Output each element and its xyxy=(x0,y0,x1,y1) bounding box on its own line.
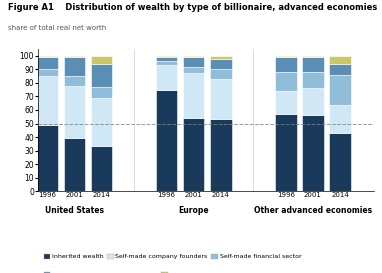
Bar xyxy=(275,91,297,114)
Bar xyxy=(36,76,58,125)
Bar xyxy=(302,115,324,191)
Bar xyxy=(210,79,231,120)
Bar xyxy=(36,57,58,69)
Bar xyxy=(329,133,351,191)
Bar xyxy=(302,57,324,72)
Bar xyxy=(210,56,231,59)
Bar xyxy=(329,56,351,64)
Bar xyxy=(63,76,85,86)
Bar xyxy=(183,56,204,57)
Bar xyxy=(275,114,297,191)
Bar xyxy=(275,57,297,72)
Bar xyxy=(63,138,85,191)
Bar xyxy=(91,147,112,191)
Bar xyxy=(63,86,85,138)
Bar xyxy=(329,105,351,133)
Bar xyxy=(183,57,204,67)
Bar xyxy=(302,56,324,57)
Bar xyxy=(210,120,231,191)
Bar xyxy=(210,69,231,79)
Bar xyxy=(275,72,297,91)
Bar xyxy=(302,72,324,88)
Bar xyxy=(156,90,177,191)
Bar xyxy=(302,88,324,115)
Bar xyxy=(329,64,351,75)
Bar xyxy=(63,56,85,57)
Text: Other advanced economies: Other advanced economies xyxy=(254,206,372,215)
Text: Europe: Europe xyxy=(178,206,209,215)
Text: share of total real net worth: share of total real net worth xyxy=(8,25,106,31)
Bar xyxy=(156,56,177,57)
Bar xyxy=(91,87,112,98)
Bar xyxy=(210,59,231,69)
Bar xyxy=(63,57,85,76)
Bar xyxy=(36,69,58,76)
Bar xyxy=(183,67,204,73)
Bar xyxy=(91,98,112,147)
Bar xyxy=(156,61,177,65)
Bar xyxy=(36,125,58,191)
Text: Figure A1    Distribution of wealth by type of billionaire, advanced economies: Figure A1 Distribution of wealth by type… xyxy=(8,3,377,12)
Bar xyxy=(275,56,297,57)
Bar xyxy=(91,64,112,87)
Bar xyxy=(183,118,204,191)
Bar xyxy=(91,56,112,64)
Text: United States: United States xyxy=(45,206,104,215)
Legend: Self-made owners and executives, Political connections and resource related: Self-made owners and executives, Politic… xyxy=(41,270,304,273)
Bar xyxy=(156,57,177,61)
Bar xyxy=(36,56,58,57)
Bar xyxy=(183,73,204,118)
Bar xyxy=(329,75,351,105)
Bar xyxy=(156,65,177,90)
